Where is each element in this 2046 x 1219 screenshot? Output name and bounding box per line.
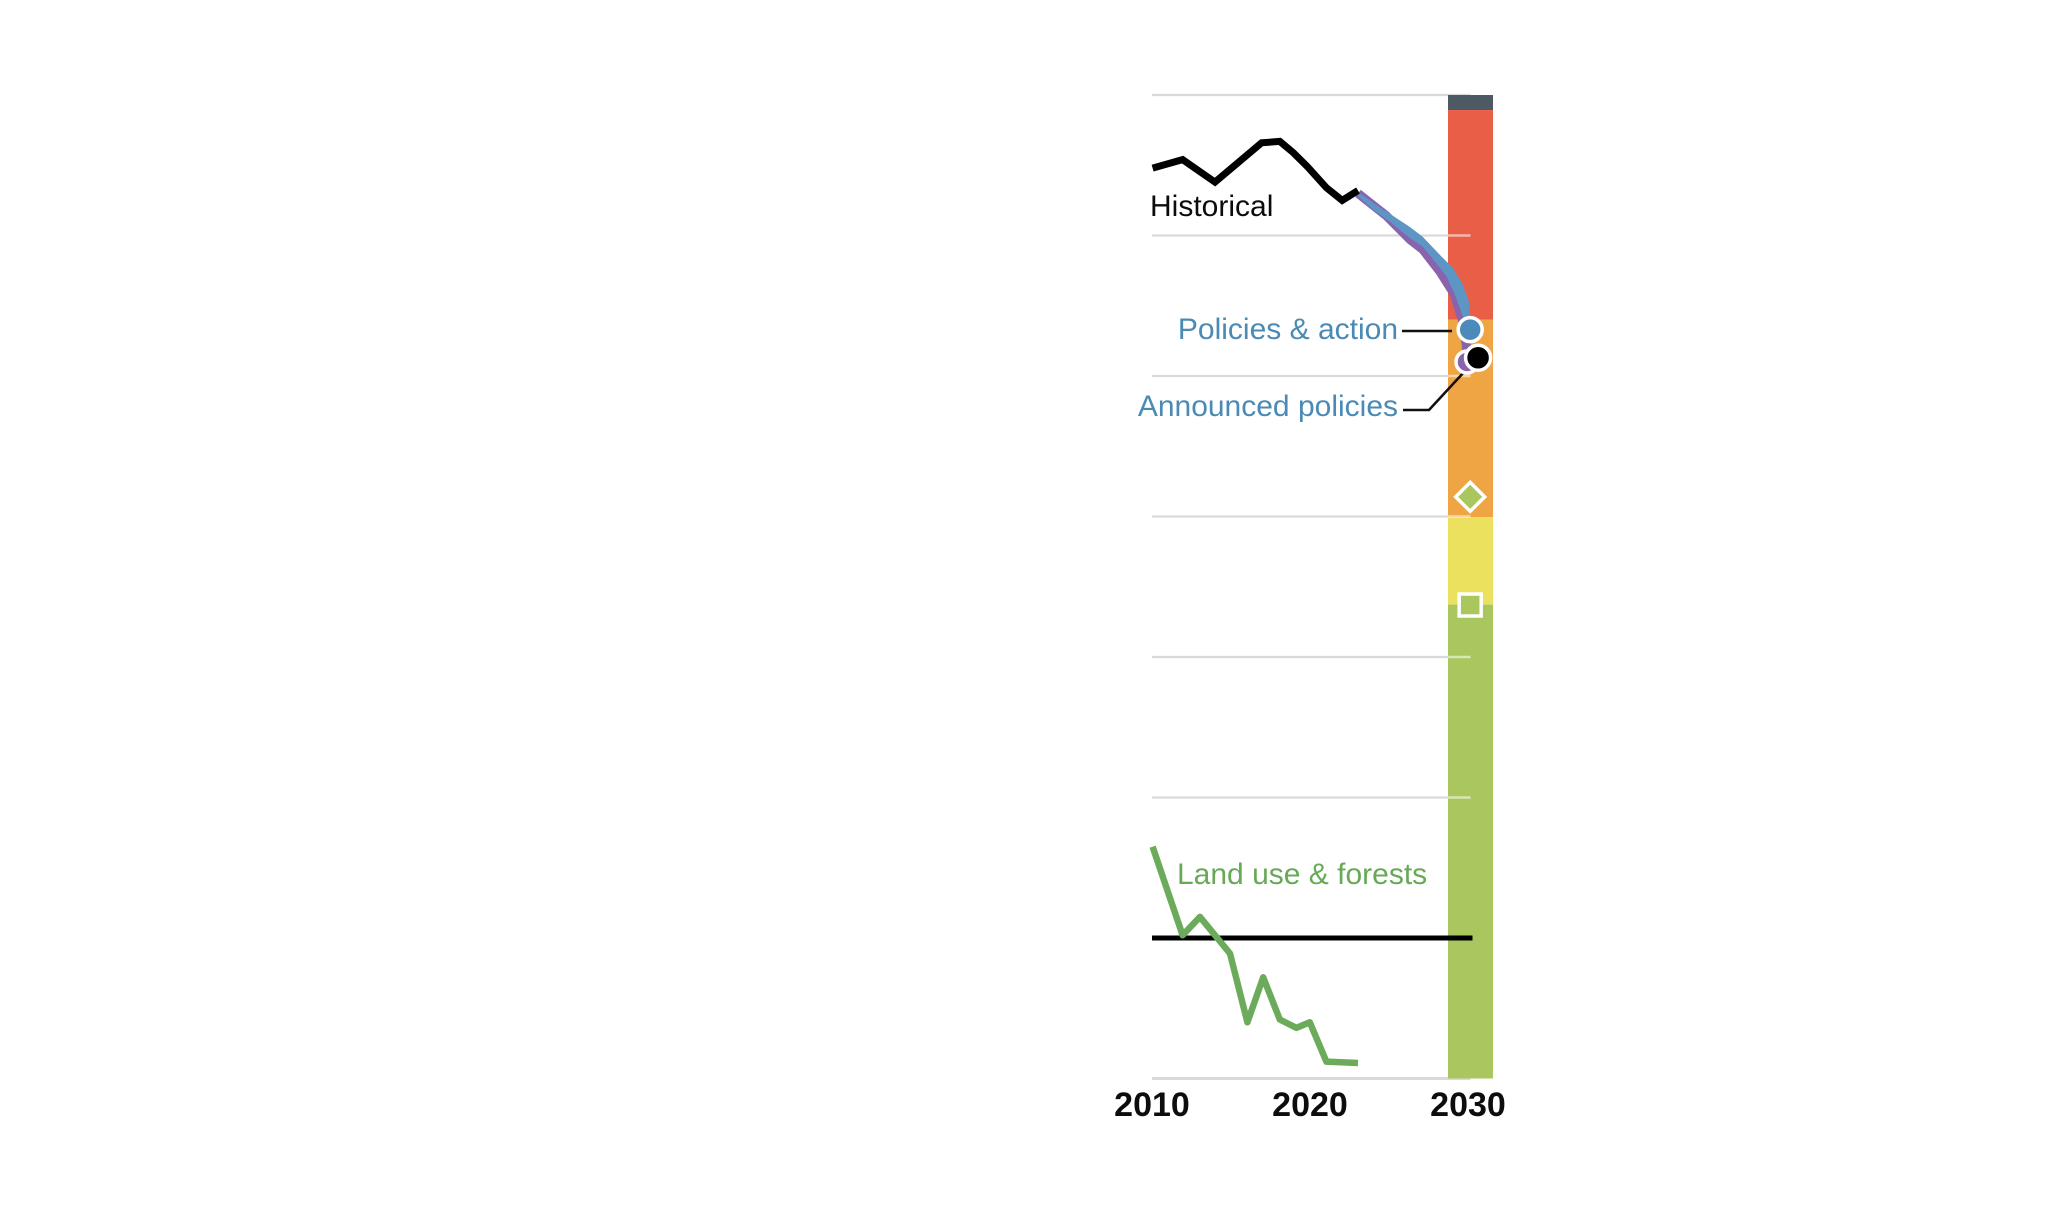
x-axis-tick-2030: 2030: [1430, 1086, 1506, 1124]
announced-policies-pointer-line: [1403, 370, 1466, 412]
policies-action-2030-marker: [1456, 315, 1484, 344]
historical-line: [1151, 137, 1360, 205]
land-use-forests-line: [1149, 845, 1359, 1067]
white-square-2030-marker: [1457, 592, 1483, 618]
policies-action-label: Policies & action: [1177, 313, 1398, 346]
x-axis-tick-2010: 2010: [1114, 1086, 1190, 1124]
land-use-forests-label: Land use & forests: [1177, 858, 1428, 891]
rating-bar-segment-dark-gray: [1448, 95, 1493, 111]
rating-bar-segment-yellow: [1448, 517, 1493, 605]
rating-bar-segment-green: [1448, 604, 1493, 1079]
x-axis-tick-2020: 2020: [1272, 1086, 1348, 1124]
green-diamond-2030-marker: [1453, 479, 1488, 514]
historical-label: Historical: [1150, 190, 1274, 223]
announced-policies-label: Announced policies: [1137, 390, 1398, 423]
black-dot-2030-marker: [1463, 343, 1493, 372]
policies-action-band: [1358, 191, 1471, 341]
